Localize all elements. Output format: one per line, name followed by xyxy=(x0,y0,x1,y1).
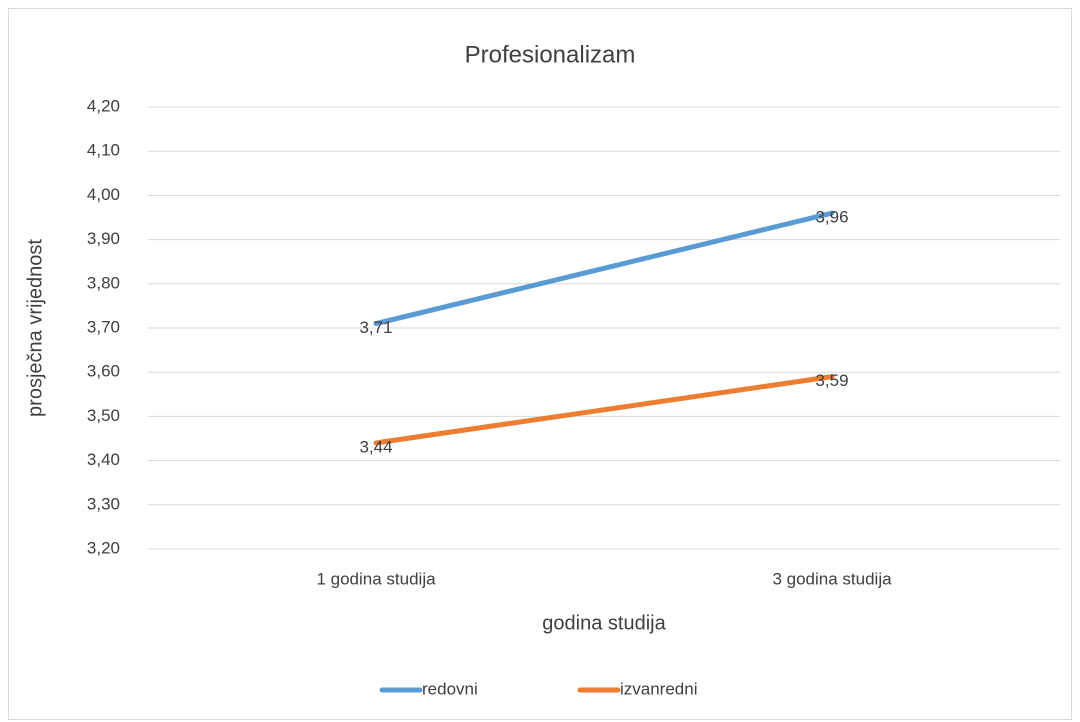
series-line xyxy=(373,374,835,446)
y-tick-label: 3,80 xyxy=(87,273,120,292)
y-tick-label: 3,20 xyxy=(87,538,120,557)
data-label: 3,71 xyxy=(359,318,392,337)
chart-title: Profesionalizam xyxy=(465,41,636,68)
y-tick-label: 3,90 xyxy=(87,229,120,248)
data-label: 3,96 xyxy=(815,208,848,227)
y-tick-label: 4,00 xyxy=(87,185,120,204)
legend-label: redovni xyxy=(422,679,478,698)
x-axis-label: godina studija xyxy=(542,612,666,634)
y-axis-label: prosječna vrijednost xyxy=(24,239,46,417)
y-tick-label: 3,60 xyxy=(87,362,120,381)
y-tick-label: 4,20 xyxy=(87,96,120,115)
y-tick-label: 3,40 xyxy=(87,450,120,469)
y-tick-label: 3,70 xyxy=(87,317,120,336)
data-label: 3,44 xyxy=(359,437,392,456)
y-tick-label: 4,10 xyxy=(87,141,120,160)
chart-frame xyxy=(8,8,1072,720)
y-tick-label: 3,30 xyxy=(87,494,120,513)
legend-label: izvanredni xyxy=(620,679,698,698)
x-tick-label: 1 godina studija xyxy=(316,569,436,588)
data-label: 3,59 xyxy=(815,371,848,390)
y-tick-label: 3,50 xyxy=(87,406,120,425)
series-line xyxy=(373,210,835,327)
x-tick-label: 3 godina studija xyxy=(772,569,892,588)
